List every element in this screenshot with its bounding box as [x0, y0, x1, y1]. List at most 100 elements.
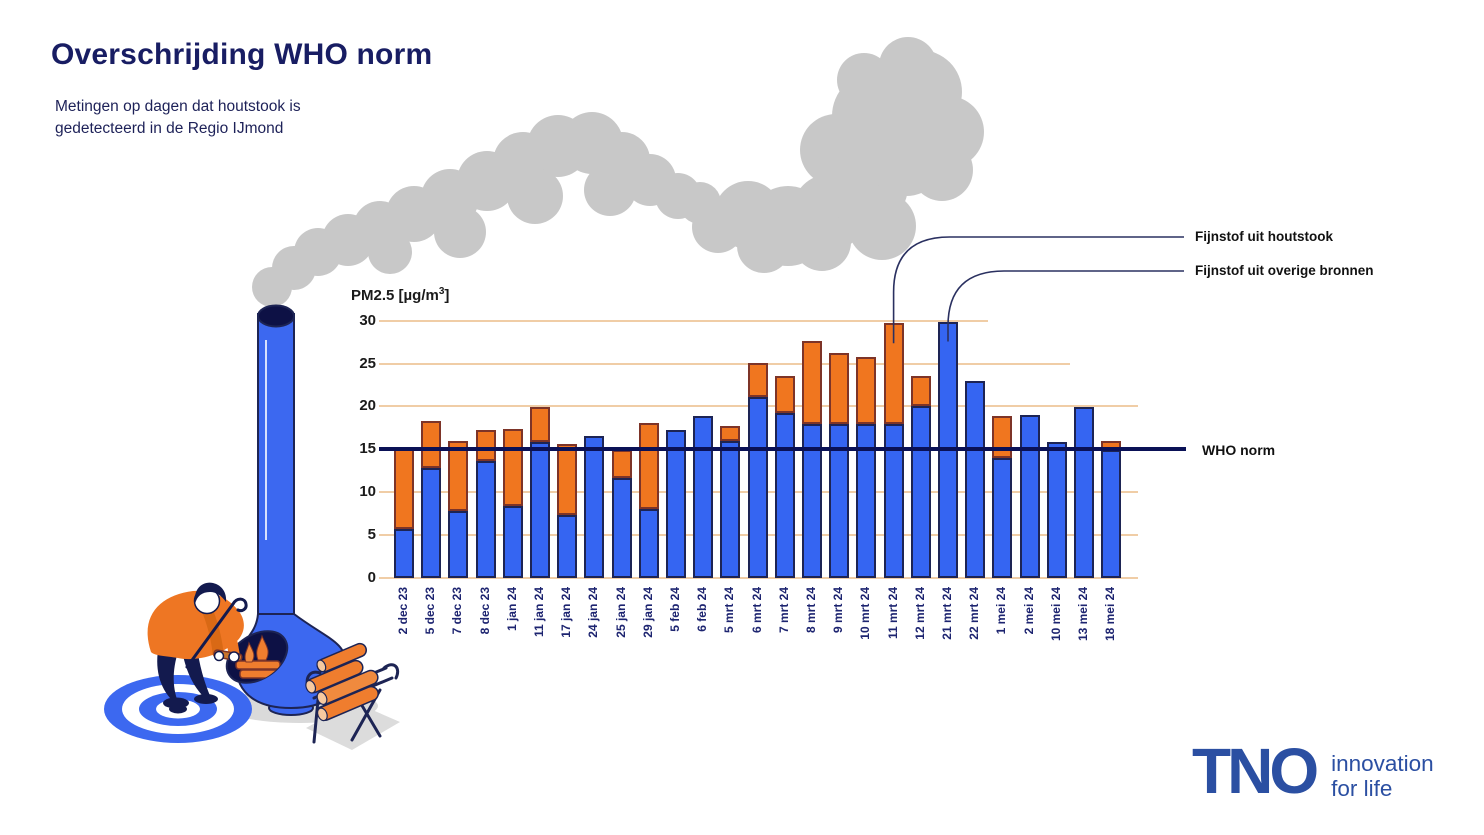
y-tick-label: 30	[359, 311, 376, 329]
bar-segment-overige-bronnen	[1074, 407, 1094, 578]
bar-segment-houtstook	[475, 429, 496, 462]
bar-segment-houtstook	[802, 341, 822, 425]
y-tick-label: 5	[367, 526, 376, 544]
bar-segment-overige-bronnen	[774, 413, 795, 578]
person-shoe	[163, 697, 189, 709]
bar-segment-overige-bronnen	[666, 430, 686, 578]
gridline	[379, 362, 1070, 365]
tno-logo: TNO innovation for life	[1192, 735, 1434, 807]
who-norm-label: WHO norm	[1202, 442, 1276, 458]
person-shoe	[194, 694, 218, 704]
x-tick-label: 24 jan 24	[586, 587, 601, 638]
subtitle-line-2: gedetecteerd in de Regio IJmond	[55, 120, 284, 137]
bar-segment-overige-bronnen	[856, 424, 877, 578]
x-tick-label: 29 jan 24	[640, 587, 655, 638]
x-tick-label: 25 jan 24	[613, 587, 628, 638]
x-tick-label: 5 dec 23	[423, 587, 438, 635]
person-hair	[194, 582, 227, 604]
bar-segment-overige-bronnen	[1101, 450, 1122, 578]
bar-segment-houtstook	[856, 356, 877, 425]
bar-segment-overige-bronnen	[829, 424, 850, 578]
x-tick-label: 7 dec 23	[450, 587, 465, 635]
bar-segment-overige-bronnen	[584, 436, 605, 578]
bar-segment-overige-bronnen	[1019, 415, 1040, 578]
x-tick-label: 6 mrt 24	[749, 587, 764, 634]
bar-segment-houtstook	[910, 375, 931, 407]
bar-segment-houtstook	[883, 323, 904, 425]
person-arm	[214, 604, 240, 659]
lograck-shadow	[306, 702, 400, 750]
x-tick-label: 2 mei 24	[1021, 587, 1036, 635]
bar-segment-houtstook	[530, 407, 550, 443]
bar-segment-houtstook	[992, 415, 1013, 458]
bar-segment-overige-bronnen	[965, 380, 986, 578]
legend-label-houtstook: Fijnstof uit houtstook	[1195, 229, 1333, 244]
bar-segment-houtstook	[611, 450, 632, 478]
smoke-cloud	[252, 37, 984, 307]
x-tick-label: 5 mrt 24	[722, 587, 737, 634]
x-tick-label: 22 mrt 24	[967, 587, 982, 640]
bar-segment-overige-bronnen	[394, 529, 414, 578]
bar-segment-overige-bronnen	[530, 442, 550, 578]
bar-segment-overige-bronnen	[883, 424, 904, 578]
x-tick-label: 10 mei 24	[1048, 587, 1063, 642]
bar-segment-overige-bronnen	[747, 397, 768, 578]
bar-segment-houtstook	[502, 428, 523, 506]
x-tick-label: 13 mei 24	[1076, 587, 1090, 642]
x-tick-label: 12 mrt 24	[912, 587, 927, 640]
bar-segment-overige-bronnen	[502, 505, 523, 578]
gridline	[379, 319, 988, 322]
x-tick-label: 2 dec 23	[396, 587, 410, 635]
y-tick-label: 0	[367, 569, 376, 586]
bar-segment-overige-bronnen	[611, 477, 632, 578]
x-tick-label: 21 mrt 24	[940, 587, 954, 640]
tno-wordmark: TNO	[1192, 735, 1319, 807]
x-tick-label: 11 jan 24	[532, 587, 546, 638]
x-tick-label: 7 mrt 24	[776, 587, 791, 634]
x-tick-label: 6 feb 24	[695, 587, 710, 632]
person-hand	[228, 651, 240, 663]
x-tick-label: 8 dec 23	[477, 587, 492, 635]
x-tick-label: 11 mrt 24	[885, 587, 900, 640]
bar-segment-houtstook	[747, 362, 768, 397]
bar-segment-overige-bronnen	[421, 468, 442, 578]
page-title: Overschrijding WHO norm	[51, 38, 433, 71]
bar-segment-overige-bronnen	[638, 508, 659, 578]
y-tick-label: 10	[359, 483, 376, 501]
bar-segment-overige-bronnen	[720, 440, 741, 578]
bar-segment-overige-bronnen	[992, 457, 1013, 578]
subtitle-line-1: Metingen op dagen dat houtstook is	[55, 98, 301, 115]
x-tick-label: 1 jan 24	[504, 587, 519, 632]
bar-segment-houtstook	[557, 444, 578, 516]
bar-segment-houtstook	[394, 446, 414, 530]
y-axis-title: PM2.5 [µg/m3]	[351, 286, 450, 304]
bar-segment-overige-bronnen	[1046, 441, 1067, 578]
bar-segment-overige-bronnen	[448, 511, 469, 578]
y-tick-label: 15	[359, 440, 376, 458]
bar-segment-houtstook	[448, 440, 469, 512]
bar-segment-houtstook	[421, 421, 442, 469]
x-tick-label: 1 mei 24	[994, 587, 1009, 635]
bar-segment-houtstook	[638, 422, 659, 509]
bar-segment-overige-bronnen	[910, 406, 931, 578]
fire-poker	[185, 602, 235, 669]
bar-segment-houtstook	[720, 426, 741, 441]
firewood-logs	[305, 642, 379, 722]
x-tick-label: 17 jan 24	[559, 587, 574, 638]
person	[147, 582, 248, 709]
person-hand	[213, 650, 225, 662]
x-tick-label: 9 mrt 24	[831, 587, 846, 634]
chimney-opening	[257, 304, 295, 328]
bar-segment-overige-bronnen	[802, 424, 822, 578]
x-tick-label: 18 mei 24	[1103, 587, 1118, 642]
bar-segment-houtstook	[829, 353, 850, 425]
chimney-pipe	[257, 304, 295, 617]
bar-segment-overige-bronnen	[557, 515, 578, 578]
tno-tagline: innovation for life	[1331, 751, 1434, 801]
gridline	[379, 577, 1138, 579]
x-tick-label: 10 mrt 24	[858, 587, 873, 640]
y-tick-label: 25	[359, 354, 376, 372]
bar-segment-houtstook	[774, 376, 795, 414]
y-tick-label: 20	[359, 397, 376, 415]
